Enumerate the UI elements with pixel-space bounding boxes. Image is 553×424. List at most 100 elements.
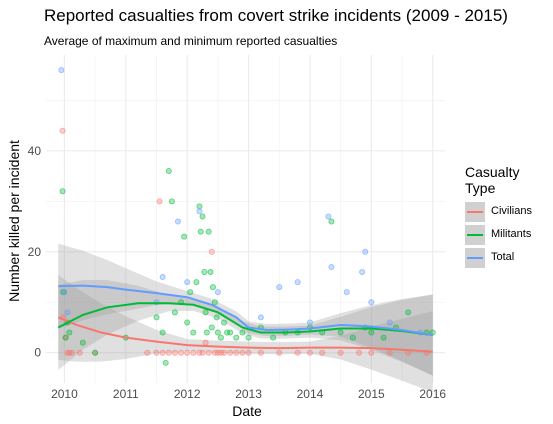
data-point-total (359, 268, 366, 275)
data-point-militants (214, 329, 221, 336)
x-tick-label: 2013 (235, 387, 262, 401)
data-point-civilians (171, 349, 178, 356)
data-point-militants (62, 334, 69, 341)
data-point-civilians (178, 349, 185, 356)
data-point-civilians (165, 349, 172, 356)
legend-key-civilians (465, 202, 485, 222)
data-point-militants (349, 334, 356, 341)
data-point-militants (187, 289, 194, 296)
legend-key-total (465, 248, 485, 268)
data-point-total (276, 284, 283, 291)
legend-key-militants (465, 225, 485, 245)
data-point-civilians (386, 349, 393, 356)
legend-item-militants: Militants (465, 225, 553, 247)
data-point-total (343, 289, 350, 296)
confidence-bands (58, 243, 433, 393)
trend-line-civilians (57, 316, 433, 353)
data-point-total (61, 289, 68, 296)
data-point-militants (168, 198, 175, 205)
legend-title-line1: Casualty (465, 164, 520, 180)
chart-subtitle: Average of maximum and minimum reported … (44, 34, 338, 48)
data-point-civilians (257, 349, 264, 356)
data-point-militants (184, 319, 191, 326)
data-point-militants (203, 329, 210, 336)
data-point-civilians (76, 349, 83, 356)
data-point-civilians (245, 349, 252, 356)
data-point-civilians (221, 349, 228, 356)
data-point-militants (239, 329, 246, 336)
data-point-militants (224, 329, 231, 336)
data-point-civilians (239, 349, 246, 356)
data-point-civilians (214, 349, 221, 356)
data-point-civilians (190, 349, 197, 356)
data-point-civilians (208, 248, 215, 255)
x-tick-label: 2014 (297, 387, 324, 401)
data-point-civilians (294, 349, 301, 356)
data-point-civilians (59, 127, 66, 134)
data-point-total (184, 279, 191, 286)
data-point-civilians (217, 349, 224, 356)
data-point-total (159, 274, 166, 281)
data-point-militants (92, 349, 99, 356)
data-point-total (257, 314, 264, 321)
data-point-militants (190, 329, 197, 336)
data-point-civilians (276, 349, 283, 356)
data-point-militants (380, 334, 387, 341)
data-point-civilians (159, 349, 166, 356)
data-point-militants (205, 228, 212, 235)
data-point-militants (171, 309, 178, 316)
confidence-band-civilians (58, 274, 433, 393)
legend-label-militants: Militants (491, 228, 532, 240)
x-tick-label: 2012 (174, 387, 201, 401)
data-point-militants (159, 329, 166, 336)
legend-title-line2: Type (465, 180, 496, 196)
data-point-militants (221, 319, 228, 326)
data-point-militants (270, 334, 277, 341)
x-tick-label: 2011 (113, 387, 139, 401)
grid (46, 55, 445, 383)
data-point-civilians (64, 349, 71, 356)
data-point-militants (337, 329, 344, 336)
data-point-militants (196, 203, 203, 210)
data-point-militants (211, 299, 218, 306)
data-point-militants (368, 329, 375, 336)
data-point-civilians (153, 349, 160, 356)
data-point-civilians (337, 349, 344, 356)
y-tick-label: 40 (28, 144, 42, 158)
data-point-total (58, 67, 65, 74)
data-point-civilians (205, 349, 212, 356)
trend-lines (57, 284, 433, 353)
trend-line-total (58, 284, 433, 337)
data-point-total (214, 289, 221, 296)
x-axis-title: Date (232, 403, 262, 419)
legend-label-total: Total (491, 251, 515, 263)
data-point-militants (207, 268, 214, 275)
data-point-militants (245, 334, 252, 341)
data-point-civilians (144, 349, 151, 356)
data-point-civilians (184, 349, 191, 356)
data-point-militants (227, 329, 234, 336)
data-point-militants (165, 168, 172, 175)
legend-title: Casualty Type (465, 164, 545, 196)
data-point-militants (199, 213, 206, 220)
legend-item-total: Total (465, 248, 553, 270)
data-point-total (362, 248, 369, 255)
data-point-militants (201, 268, 208, 275)
data-point-total (328, 263, 335, 270)
data-point-civilians (306, 349, 313, 356)
data-point-total (196, 208, 203, 215)
data-point-militants (217, 334, 224, 341)
data-point-militants (79, 339, 86, 346)
legend-label-civilians: Civilians (491, 205, 532, 217)
y-tick-label: 0 (34, 346, 41, 360)
y-axis-title: Number killed per incident (6, 140, 22, 302)
data-point-militants (59, 188, 66, 195)
data-point-total (368, 299, 375, 306)
data-point-militants (197, 228, 204, 235)
data-point-civilians (202, 339, 209, 346)
data-point-militants (405, 309, 412, 316)
data-point-civilians (211, 349, 218, 356)
data-point-total (306, 319, 313, 326)
data-point-civilians (196, 349, 203, 356)
